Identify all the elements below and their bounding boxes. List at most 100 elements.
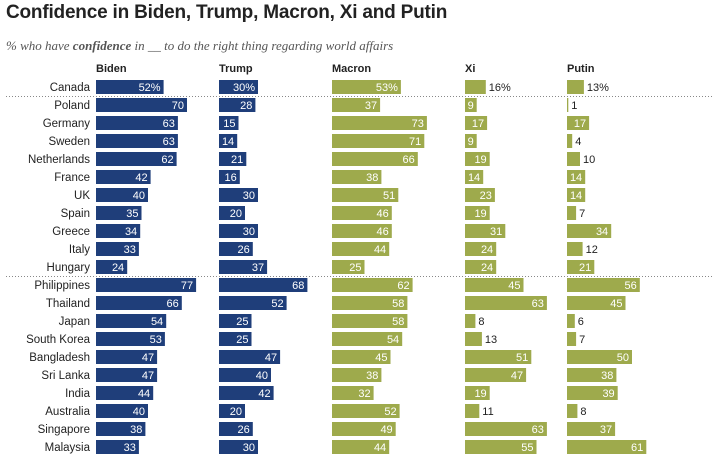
bar [332, 350, 391, 364]
bar [96, 116, 178, 130]
data-label: 38 [366, 370, 378, 382]
data-label: 51 [383, 190, 395, 202]
bar [567, 278, 640, 292]
bar [96, 278, 197, 292]
data-label: 34 [596, 226, 608, 238]
data-label: 44 [374, 442, 386, 454]
bar [332, 242, 390, 256]
bar [332, 296, 408, 310]
data-label: 8 [580, 406, 586, 418]
data-label: 62 [161, 154, 173, 166]
bar [96, 332, 165, 346]
bar [465, 404, 480, 418]
row-label: Poland [54, 100, 90, 112]
data-label: 17 [574, 118, 586, 130]
data-label: 61 [631, 442, 643, 454]
data-label: 16% [489, 82, 511, 94]
row-label: Sri Lanka [41, 370, 90, 382]
data-label: 17 [472, 118, 484, 130]
data-label: 77 [181, 280, 193, 292]
chart-subtitle: % who have confidence in __ to do the ri… [6, 38, 393, 54]
row-label: Canada [50, 82, 91, 94]
bar [219, 404, 245, 418]
data-label: 53 [150, 334, 162, 346]
data-label: 11 [482, 406, 493, 418]
bar [219, 296, 287, 310]
data-label: 40 [256, 370, 268, 382]
bar [332, 260, 365, 274]
bar [96, 368, 158, 382]
bar [96, 296, 182, 310]
data-label: 37 [600, 424, 612, 436]
bar [219, 134, 238, 148]
bar [219, 116, 239, 130]
bar [465, 152, 490, 166]
bar [567, 206, 577, 220]
data-label: 45 [610, 298, 622, 310]
data-label: 54 [151, 316, 163, 328]
data-label: 38 [130, 424, 142, 436]
data-label: 44 [374, 244, 386, 256]
bar [332, 368, 382, 382]
bar [96, 386, 154, 400]
row-label: Malaysia [45, 442, 91, 454]
data-label: 55 [521, 442, 533, 454]
data-label: 45 [375, 352, 387, 364]
bar [567, 98, 569, 112]
bar [332, 188, 399, 202]
bar [332, 332, 403, 346]
column-header-trump: Trump [219, 63, 253, 75]
data-label: 47 [511, 370, 523, 382]
row-label: Germany [43, 118, 91, 130]
bar [465, 134, 477, 148]
data-label: 9 [468, 136, 474, 148]
row-label: Italy [69, 244, 90, 256]
bar [465, 296, 547, 310]
subtitle-prefix: % who have [6, 38, 73, 53]
data-label: 16 [225, 172, 237, 184]
column-header-putin: Putin [567, 63, 595, 75]
data-label: 66 [167, 298, 179, 310]
bar [332, 116, 427, 130]
bar [96, 440, 139, 454]
bar [567, 350, 632, 364]
data-label: 46 [377, 226, 389, 238]
bar [465, 98, 477, 112]
data-label: 54 [387, 334, 399, 346]
chart-title: Confidence in Biden, Trump, Macron, Xi a… [6, 2, 448, 23]
bar [219, 170, 240, 184]
data-label: 24 [112, 262, 124, 274]
data-label: 12 [586, 244, 598, 256]
bar [465, 242, 497, 256]
data-label: 13% [587, 82, 609, 94]
bar [219, 368, 271, 382]
bar [465, 188, 495, 202]
data-label: 49 [380, 424, 392, 436]
data-label: 1 [571, 100, 577, 112]
data-label: 42 [135, 172, 147, 184]
row-label: Greece [52, 226, 90, 238]
data-label: 19 [474, 154, 486, 166]
bar [219, 278, 308, 292]
bar [219, 350, 281, 364]
data-label: 46 [377, 208, 389, 220]
bar [219, 242, 253, 256]
bar [219, 98, 256, 112]
data-label: 13 [485, 334, 497, 346]
bar [96, 242, 139, 256]
bar [332, 224, 392, 238]
data-label: 6 [578, 316, 584, 328]
bar [567, 260, 595, 274]
bar [219, 440, 258, 454]
row-label: Japan [59, 316, 90, 328]
bar [567, 404, 578, 418]
bar [567, 440, 647, 454]
data-label: 20 [230, 406, 242, 418]
data-label: 23 [480, 190, 492, 202]
bar [567, 170, 586, 184]
bar [332, 152, 418, 166]
row-label: South Korea [26, 334, 91, 346]
bar [219, 260, 268, 274]
bar [567, 116, 590, 130]
